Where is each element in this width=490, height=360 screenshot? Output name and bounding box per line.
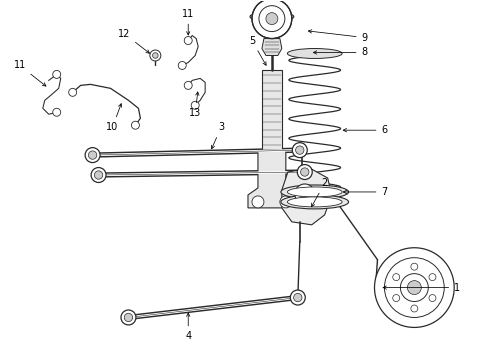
Ellipse shape <box>287 197 342 207</box>
Text: 7: 7 <box>343 187 388 197</box>
Circle shape <box>411 305 418 312</box>
Text: 11: 11 <box>14 60 46 86</box>
Polygon shape <box>282 168 332 225</box>
Circle shape <box>191 101 199 109</box>
Circle shape <box>295 184 315 204</box>
Circle shape <box>407 280 421 294</box>
Circle shape <box>184 81 192 89</box>
Ellipse shape <box>287 49 342 58</box>
Circle shape <box>184 37 192 45</box>
Text: 5: 5 <box>249 36 266 65</box>
Circle shape <box>259 6 285 32</box>
Circle shape <box>91 167 106 183</box>
Circle shape <box>294 293 302 302</box>
Text: 13: 13 <box>189 92 201 118</box>
Circle shape <box>400 274 428 302</box>
Circle shape <box>266 13 278 24</box>
Circle shape <box>429 274 436 280</box>
Circle shape <box>252 0 292 39</box>
Circle shape <box>293 143 307 158</box>
Circle shape <box>280 196 292 208</box>
Circle shape <box>429 294 436 302</box>
Circle shape <box>385 258 444 318</box>
Ellipse shape <box>281 185 348 199</box>
Circle shape <box>131 121 140 129</box>
Circle shape <box>252 196 264 208</box>
Circle shape <box>290 290 305 305</box>
Circle shape <box>297 165 312 180</box>
Circle shape <box>393 294 400 302</box>
Circle shape <box>53 108 61 116</box>
Ellipse shape <box>281 195 348 209</box>
Circle shape <box>53 71 61 78</box>
Text: 1: 1 <box>383 283 460 293</box>
Polygon shape <box>262 71 282 150</box>
Circle shape <box>150 50 161 61</box>
Circle shape <box>88 151 97 159</box>
Circle shape <box>124 313 133 321</box>
Circle shape <box>121 310 136 325</box>
Text: 10: 10 <box>106 104 122 132</box>
Circle shape <box>374 248 454 328</box>
Text: 6: 6 <box>343 125 388 135</box>
Text: 8: 8 <box>314 48 368 58</box>
Circle shape <box>300 168 309 176</box>
Circle shape <box>95 171 103 179</box>
Ellipse shape <box>287 187 342 197</box>
Circle shape <box>295 146 304 154</box>
Polygon shape <box>262 39 282 55</box>
Text: 12: 12 <box>118 28 149 53</box>
Text: 11: 11 <box>182 9 195 35</box>
Circle shape <box>69 88 76 96</box>
Circle shape <box>393 274 400 280</box>
Circle shape <box>300 189 310 199</box>
Text: 2: 2 <box>312 178 328 207</box>
Text: 4: 4 <box>185 313 191 341</box>
Ellipse shape <box>250 12 294 22</box>
Circle shape <box>85 148 100 163</box>
Circle shape <box>411 263 418 270</box>
Polygon shape <box>248 150 296 208</box>
Circle shape <box>152 53 158 58</box>
Text: 3: 3 <box>211 122 224 149</box>
Circle shape <box>178 62 186 69</box>
Text: 9: 9 <box>308 30 368 42</box>
